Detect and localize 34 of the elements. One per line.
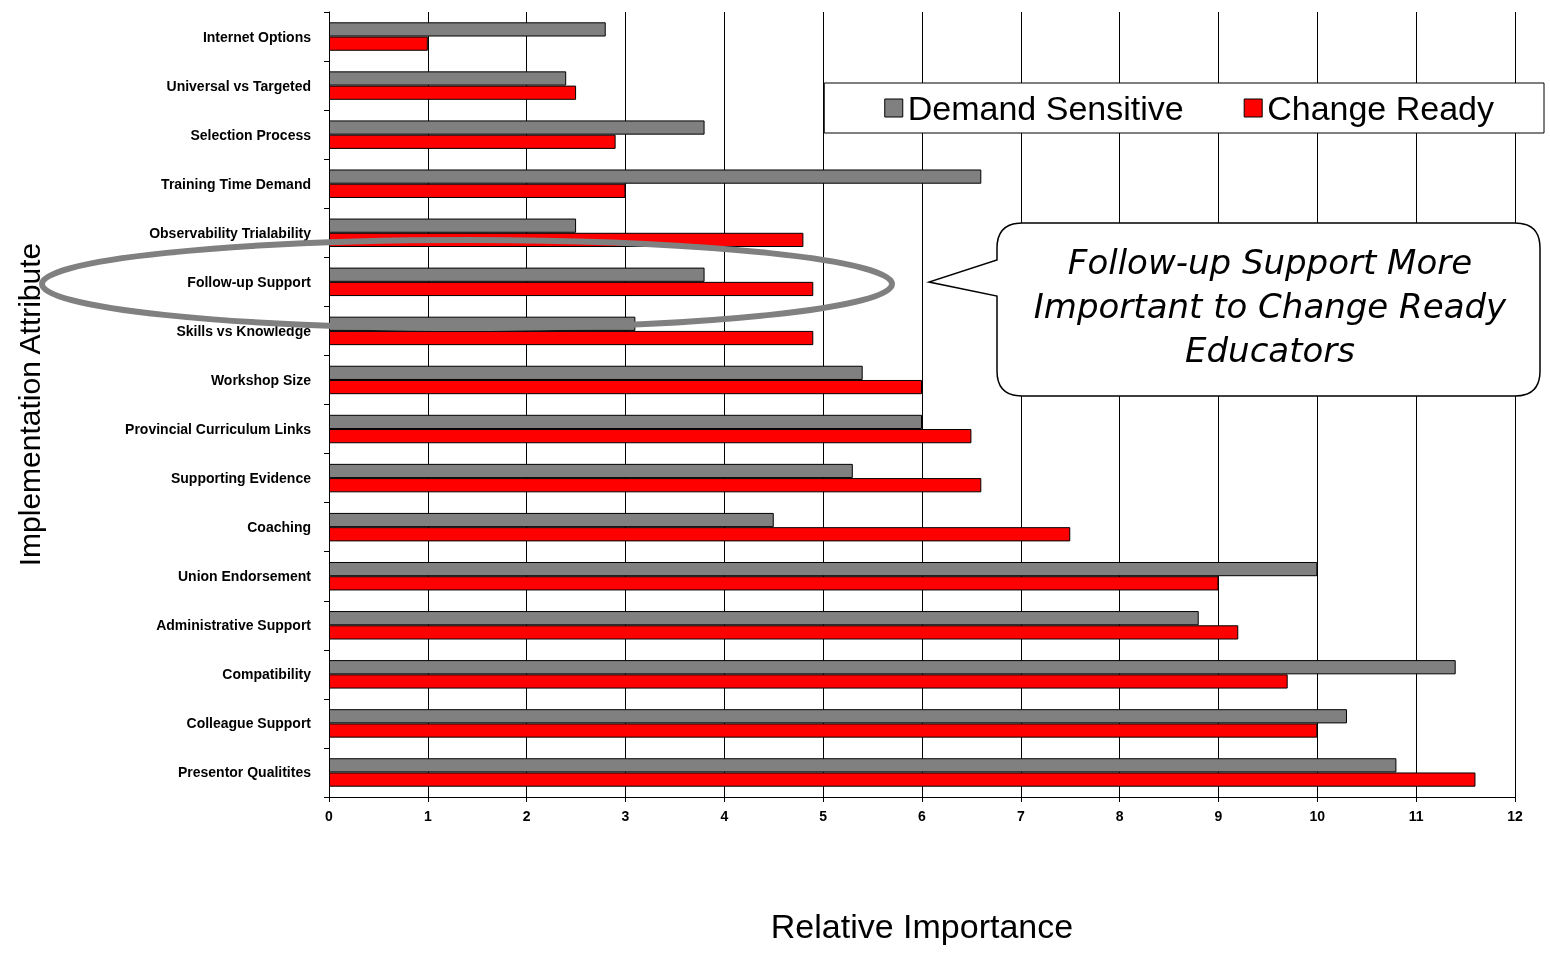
y-tick-label: Coaching [247, 519, 311, 536]
annotation: Follow-up Support More Important to Change Ready Educators [1032, 241, 1508, 372]
x-tick-label: 3 [621, 808, 630, 824]
y-tick-label: Workshop Size [210, 371, 312, 388]
legend-label: Demand Sensitive [907, 89, 1184, 127]
x-tick-label: 8 [1115, 808, 1124, 824]
x-tick-label: 7 [1016, 808, 1025, 824]
y-tick-label: Observability Trialability [149, 224, 312, 241]
y-tick-label: Presentor Qualitites [177, 764, 312, 781]
y-tick-label: Provincial Curriculum Links [125, 421, 312, 438]
y-tick-label: Training Time Demand [161, 175, 311, 192]
y-tick-label: Internet Options [202, 28, 312, 45]
x-tick-label: 5 [819, 808, 828, 824]
y-tick-label: Selection Process [190, 126, 312, 143]
y-tick-label: Administrative Support [156, 617, 312, 634]
y-tick-label: Supporting Evidence [170, 470, 312, 487]
x-tick-label: 11 [1408, 808, 1424, 824]
x-tick-label: 4 [720, 808, 729, 824]
x-tick-label: 10 [1309, 808, 1326, 824]
y-tick-label: Colleague Support [186, 715, 312, 732]
y-tick-label: Universal vs Targeted [166, 77, 311, 94]
y-axis-title: Implementation Attribute [12, 242, 46, 567]
x-tick-label: 6 [918, 808, 927, 824]
y-tick-label: Union Endorsement [177, 568, 312, 585]
x-tick-label: 12 [1507, 808, 1523, 824]
x-axis-title: Relative Importance [770, 907, 1074, 945]
y-tick-label: Skills vs Knowledge [176, 322, 312, 339]
y-tick-label: Compatibility [222, 666, 312, 683]
x-tick-label: 9 [1214, 808, 1223, 824]
x-tick-label: 2 [522, 808, 531, 824]
x-tick-label: 0 [325, 808, 334, 824]
y-tick-label: Follow-up Support [187, 273, 312, 290]
legend-label: Change Ready [1267, 89, 1494, 127]
x-tick-label: 1 [423, 808, 432, 824]
